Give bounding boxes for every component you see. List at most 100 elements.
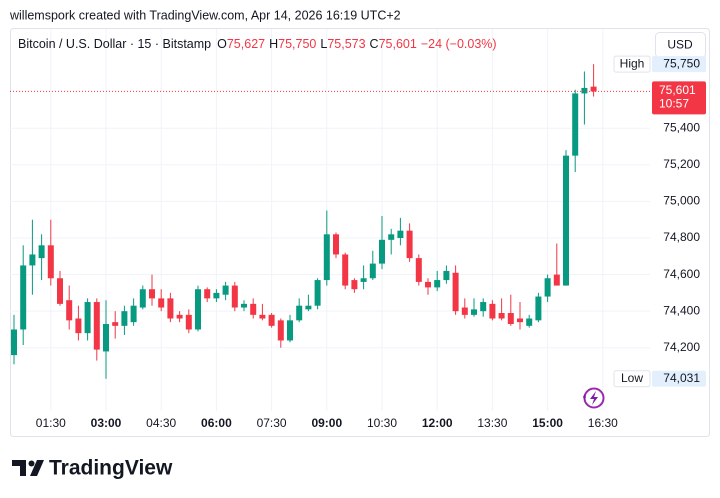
ohlc-key: O: [217, 37, 227, 51]
price-label-name: Low: [621, 371, 643, 385]
candle-body: [314, 280, 321, 306]
candle-body: [38, 245, 45, 259]
candle-body: [489, 303, 496, 319]
candle-body: [351, 280, 358, 290]
candle-body: [590, 86, 597, 92]
candle-body: [544, 278, 551, 297]
candle-body: [342, 254, 349, 286]
candle-body: [305, 305, 312, 310]
candle-body: [167, 298, 174, 319]
price-label-name: High: [620, 56, 645, 70]
candle-body: [277, 320, 284, 341]
price-label-box: [652, 370, 706, 387]
candle-body: [296, 305, 303, 321]
y-tick-label: 75,000: [663, 194, 700, 208]
candle-body: [195, 289, 201, 330]
candle-body: [93, 302, 100, 350]
chart-frame: [10, 28, 710, 437]
candle-body: [241, 303, 247, 308]
candle-body: [29, 254, 36, 266]
candle-body: [507, 313, 514, 324]
candle-body: [287, 320, 293, 341]
candle-body: [526, 318, 533, 326]
candle-body: [139, 289, 146, 308]
candle-body: [112, 322, 119, 326]
candle-body: [397, 230, 404, 238]
ohlc-key: H: [269, 37, 278, 51]
assistant-icon[interactable]: [583, 387, 605, 409]
ohlc-value: 75,573: [327, 37, 365, 51]
candle-body: [84, 302, 91, 334]
candle-body: [231, 285, 238, 308]
candle-body: [213, 292, 220, 299]
candle-body: [360, 278, 367, 282]
y-tick-label: 75,400: [663, 120, 700, 134]
x-tick-label: 04:30: [146, 416, 176, 430]
y-tick-label: 74,200: [663, 340, 700, 354]
y-tick-label: 75,200: [663, 157, 700, 171]
candle-body: [158, 298, 165, 308]
price-label-name-box: [613, 55, 651, 73]
x-tick-label: 16:30: [588, 416, 618, 430]
candle-body: [47, 245, 54, 279]
candle-body: [130, 305, 137, 323]
candle-body: [75, 318, 82, 334]
candle-body: [581, 87, 588, 94]
ohlc-key: C: [370, 37, 379, 51]
candle-body: [149, 289, 155, 299]
caption: willemspork created with TradingView.com…: [9, 8, 401, 22]
candle-body: [379, 239, 385, 264]
ohlc-value: 75,601: [379, 37, 417, 51]
brand-name: TradingView: [49, 457, 173, 480]
price-label-box: [652, 56, 706, 73]
candle-body: [434, 280, 441, 288]
candle-body: [498, 313, 505, 319]
x-tick-label: 10:30: [367, 416, 397, 430]
candle-body: [517, 318, 523, 323]
candle-body: [369, 263, 376, 279]
x-tick-label: 13:30: [477, 416, 507, 430]
y-tick-label: 74,600: [663, 267, 700, 281]
candle-body: [443, 270, 450, 281]
last-price-box: [652, 81, 706, 115]
y-tick-label: 74,400: [663, 303, 700, 317]
last-price-label: 75,601: [659, 83, 696, 97]
candle-body: [415, 258, 422, 282]
candle-body: [20, 265, 27, 330]
brand-logo: [12, 460, 44, 476]
x-tick-label: 03:00: [91, 416, 122, 430]
candle-body: [222, 285, 229, 295]
candle-body: [553, 274, 560, 286]
candle-body: [388, 234, 395, 240]
candle-body: [572, 93, 579, 156]
candle-body: [452, 272, 459, 312]
candle-body: [185, 314, 192, 330]
candle-body: [57, 278, 63, 304]
price-label-name-box: [613, 370, 651, 388]
grid: [10, 29, 650, 411]
candle-body: [471, 309, 477, 315]
candle-body: [333, 234, 339, 255]
x-tick-label: 06:00: [201, 416, 232, 430]
candle-body: [563, 155, 569, 286]
candle-body: [461, 307, 468, 315]
legend-line: Bitcoin / U.S. Dollar · 15 · Bitstamp O75…: [18, 37, 497, 51]
candle-body: [121, 311, 128, 326]
candle-body: [425, 281, 431, 288]
candle-body: [11, 329, 17, 356]
candle-body: [406, 230, 413, 259]
currency[interactable]: USD: [667, 38, 693, 52]
candle-body: [323, 234, 330, 281]
candle-body: [204, 289, 211, 299]
countdown: 10:57: [659, 97, 689, 111]
candle-body: [535, 296, 542, 321]
x-tick-label: 01:30: [36, 416, 66, 430]
candle-body: [176, 314, 183, 319]
x-tick-label: 15:00: [532, 416, 563, 430]
x-tick-label: 12:00: [422, 416, 453, 430]
candle-body: [268, 314, 275, 326]
ohlc-value: 75,750: [278, 37, 316, 51]
candle-body: [250, 303, 257, 315]
